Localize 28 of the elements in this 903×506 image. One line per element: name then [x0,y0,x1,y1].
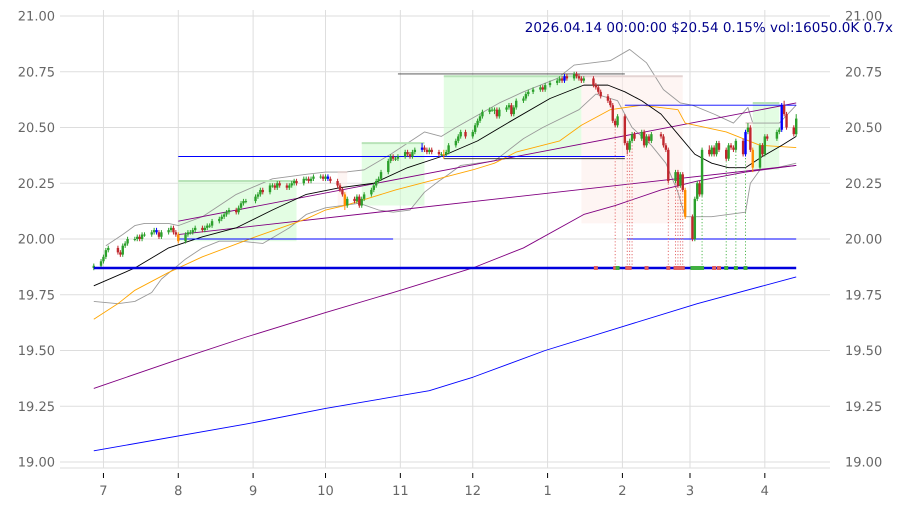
y2-tick-label: 20.50 [845,121,882,136]
y-tick-label: 19.50 [18,344,55,359]
y2-tick-label: 20.00 [845,232,882,248]
x-tick-label: 10 [317,484,334,499]
y-tick-label: 20.75 [18,65,55,80]
y-tick-label: 19.75 [18,288,55,304]
y2-tick-label: 20.75 [845,65,882,80]
x-tick-label: 11 [392,484,409,499]
y2-tick-label: 19.50 [845,344,882,359]
y-tick-label: 20.25 [18,176,55,192]
x-tick-label: 7 [99,484,108,499]
y-tick-label: 20.50 [18,121,55,136]
x-tick-label: 9 [248,484,258,499]
x-tick-label: 8 [174,484,182,499]
y2-tick-label: 19.00 [845,456,882,470]
y2-tick-label: 19.75 [845,288,882,304]
y2-tick-label: 19.25 [845,400,882,415]
x-tick-label: 1 [543,484,552,499]
y-tick-label: 20.00 [18,232,55,248]
x-tick-label: 12 [464,484,482,499]
y2-tick-label: 20.25 [845,176,882,192]
y-tick-label: 21.00 [18,10,55,24]
x-tick-label: 4 [760,484,769,499]
y-tick-label: 19.00 [18,456,55,470]
x-tick-label: 2 [618,484,627,499]
x-tick-label: 3 [686,484,694,499]
chart-title: 2026.04.14 00:00:00 $20.54 0.15% vol:16050.0K 0.7x [524,20,893,36]
y-tick-label: 19.25 [18,400,55,415]
